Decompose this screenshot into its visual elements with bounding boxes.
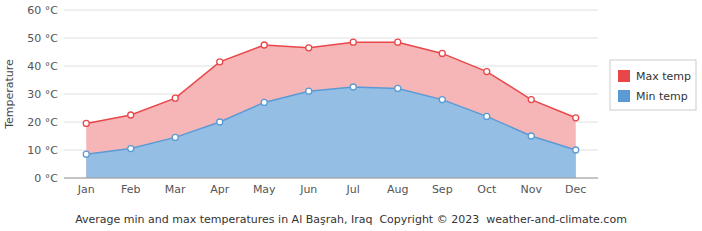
x-tick-label: Mar	[165, 183, 186, 196]
x-tick-label: Feb	[121, 183, 140, 196]
marker	[395, 85, 401, 91]
x-tick-label: Jan	[77, 183, 95, 196]
legend-label: Min temp	[636, 90, 688, 103]
area	[86, 87, 576, 178]
marker	[128, 146, 134, 152]
marker	[350, 39, 356, 45]
title: Average min and max temperatures in Al B…	[75, 213, 627, 226]
marker	[172, 95, 178, 101]
x-axis	[64, 178, 598, 179]
marker	[306, 88, 312, 94]
y-tick-label: 10 °C	[27, 144, 58, 157]
line	[86, 42, 576, 123]
legend-swatch	[618, 70, 630, 82]
y-tick-label: 20 °C	[27, 116, 58, 129]
x-tick-label: Jul	[346, 183, 360, 196]
marker	[128, 112, 134, 118]
marker	[484, 69, 490, 75]
x-tick-label: Dec	[565, 183, 586, 196]
line	[86, 87, 576, 154]
area	[86, 42, 576, 178]
x-tick-label: Sep	[432, 183, 453, 196]
marker	[217, 119, 223, 125]
marker	[350, 84, 356, 90]
marker	[261, 99, 267, 105]
y-tick-label: 40 °C	[27, 60, 58, 73]
marker	[573, 115, 579, 121]
x-tick-label: Jun	[299, 183, 317, 196]
marker	[528, 97, 534, 103]
grid-line	[64, 38, 598, 39]
x-tick-label: Oct	[477, 183, 497, 196]
legend-box	[610, 60, 696, 110]
y-axis-label: Temperature	[3, 59, 16, 130]
y-tick-label: 60 °C	[27, 4, 58, 17]
marker	[439, 97, 445, 103]
plot-area	[83, 39, 579, 178]
x-tick-label: Apr	[210, 183, 230, 196]
marker	[261, 42, 267, 48]
y-tick-label: 0 °C	[34, 172, 58, 185]
marker	[172, 134, 178, 140]
chart: 0 °C 10 °C 20 °C 30 °C 40 °C 50 °C 60 °C Jan Feb…	[0, 0, 702, 231]
marker	[573, 147, 579, 153]
x-tick-label: May	[253, 183, 276, 196]
legend-swatch	[618, 90, 630, 102]
marker	[528, 133, 534, 139]
marker	[217, 59, 223, 65]
grid-line	[64, 178, 598, 179]
legend-label: Max temp	[636, 70, 691, 83]
grid-line	[64, 10, 598, 11]
y-tick-label: 30 °C	[27, 88, 58, 101]
marker	[439, 50, 445, 56]
y-tick-label: 50 °C	[27, 32, 58, 45]
marker	[395, 39, 401, 45]
marker	[83, 120, 89, 126]
legend: Max temp Min temp	[610, 60, 696, 110]
grid	[64, 10, 598, 178]
marker	[484, 113, 490, 119]
x-tick-label: Nov	[521, 183, 543, 196]
marker	[83, 151, 89, 157]
marker	[306, 45, 312, 51]
x-tick-label: Aug	[387, 183, 408, 196]
